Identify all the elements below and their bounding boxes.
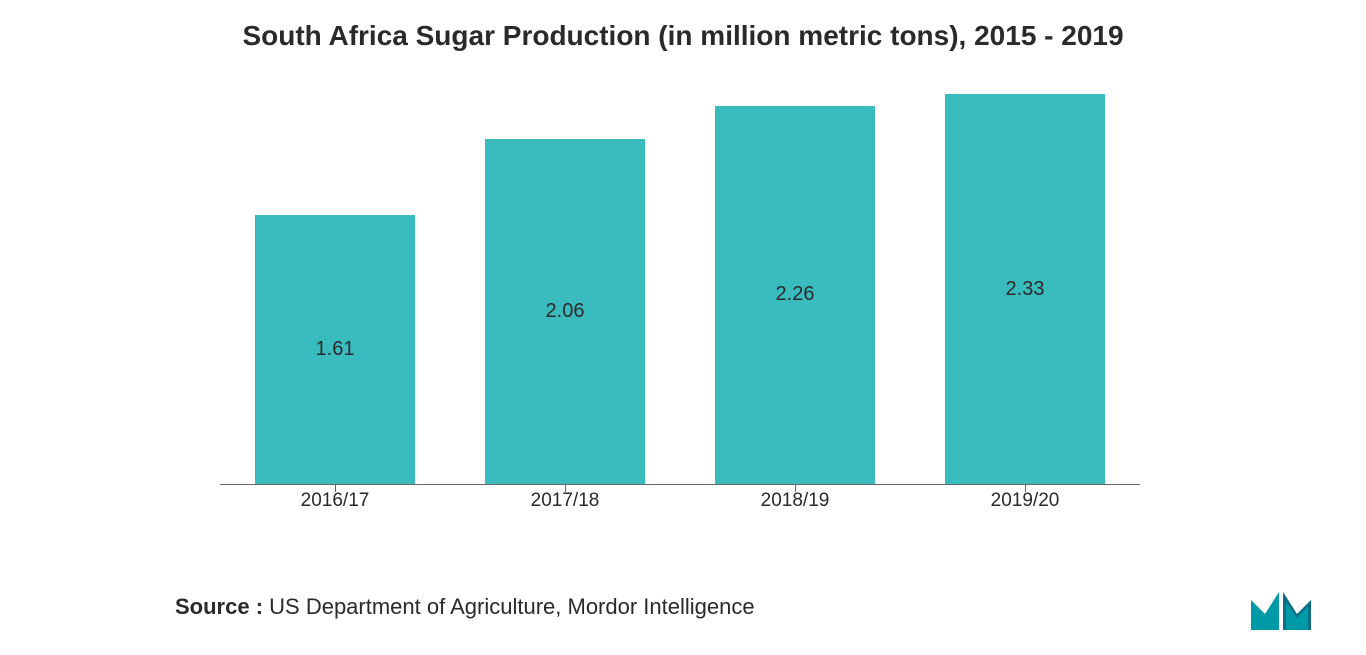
x-axis-tick (795, 485, 796, 492)
mordor-logo-icon (1251, 582, 1311, 630)
x-axis-tick (335, 485, 336, 492)
source-text: US Department of Agriculture, Mordor Int… (263, 594, 755, 619)
x-axis-tick (565, 485, 566, 492)
bar-value-label: 2.06 (546, 300, 585, 323)
bar-group: 1.61 (235, 215, 435, 484)
source-attribution: Source : US Department of Agriculture, M… (175, 594, 755, 620)
bar: 2.06 (485, 139, 645, 484)
bars-container: 1.61 2.06 2.26 2.33 (220, 95, 1140, 484)
bar-group: 2.06 (465, 139, 665, 484)
source-label: Source : (175, 594, 263, 619)
x-axis-label: 2017/18 (465, 490, 665, 512)
x-axis-label: 2019/20 (925, 490, 1125, 512)
bar: 1.61 (255, 215, 415, 484)
chart-plot-area: 1.61 2.06 2.26 2.33 (220, 95, 1140, 485)
x-axis-tick (1025, 485, 1026, 492)
bar-value-label: 1.61 (316, 338, 355, 361)
chart-title: South Africa Sugar Production (in millio… (0, 0, 1366, 52)
bar: 2.33 (945, 94, 1105, 484)
bar-value-label: 2.26 (776, 283, 815, 306)
bar-value-label: 2.33 (1006, 278, 1045, 301)
bar: 2.26 (715, 106, 875, 484)
bar-group: 2.26 (695, 106, 895, 484)
x-axis-label: 2018/19 (695, 490, 895, 512)
x-axis-labels: 2016/17 2017/18 2018/19 2019/20 (220, 490, 1140, 512)
bar-group: 2.33 (925, 94, 1125, 484)
x-axis-label: 2016/17 (235, 490, 435, 512)
